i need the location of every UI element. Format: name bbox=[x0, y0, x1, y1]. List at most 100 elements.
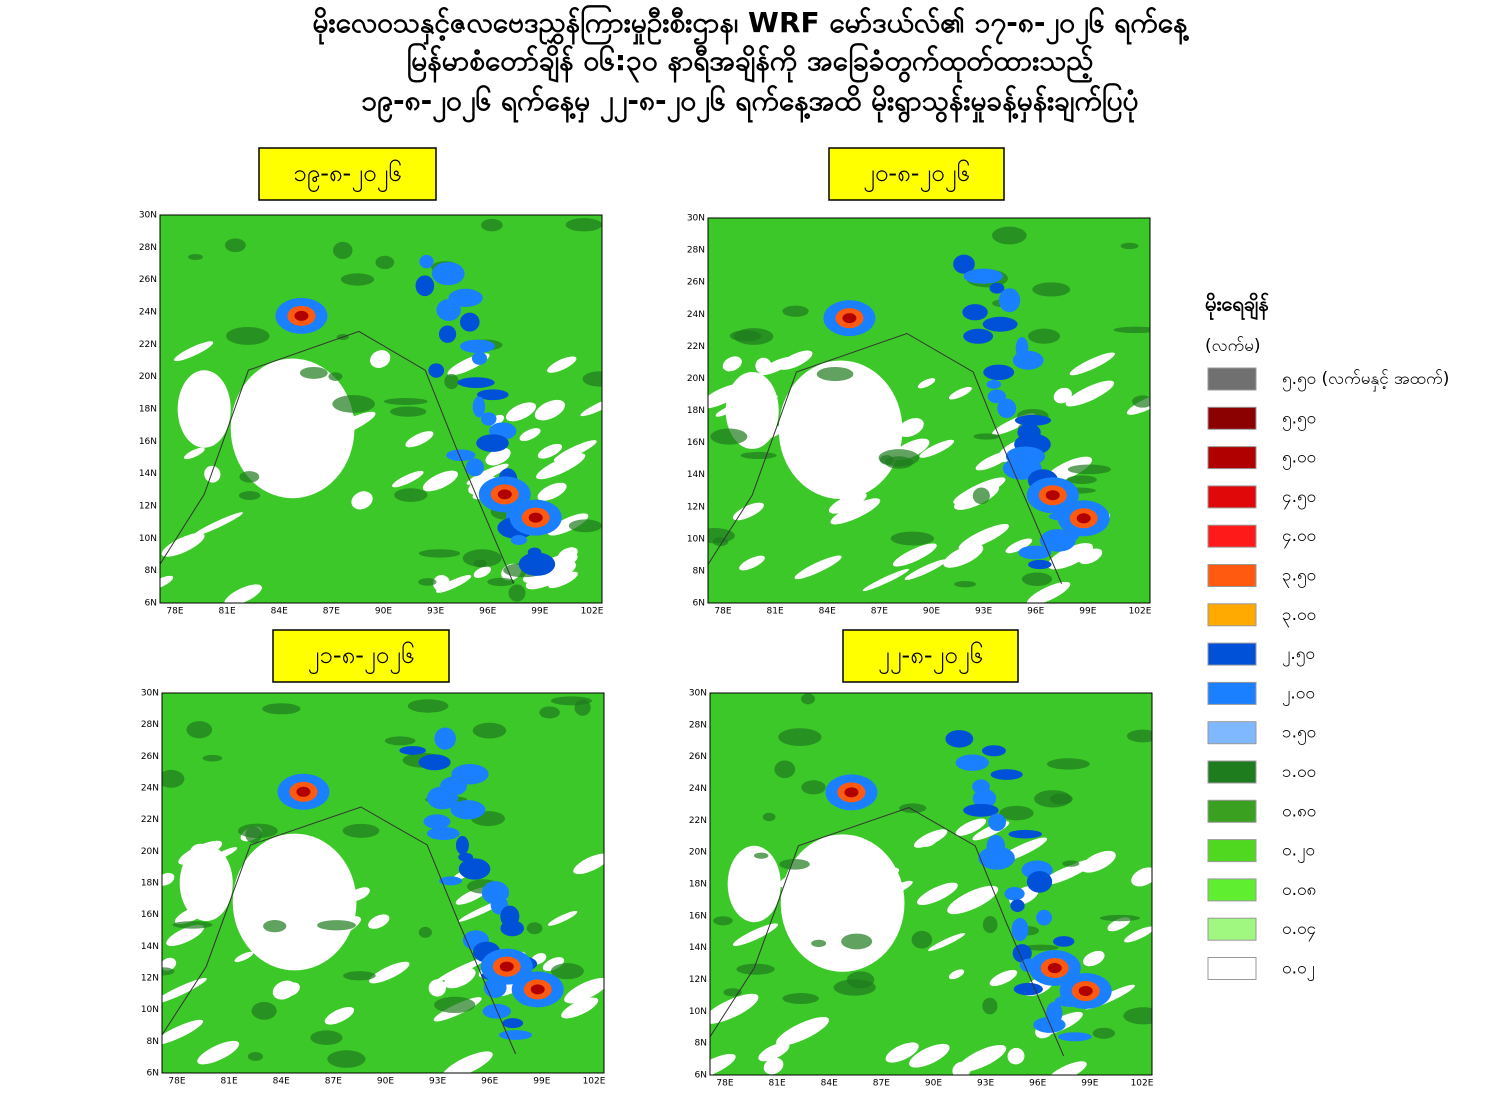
light-rain bbox=[186, 721, 213, 739]
lat-label: 30N bbox=[139, 211, 157, 221]
lon-label: 99E bbox=[1079, 607, 1096, 617]
heavy-rain bbox=[1036, 909, 1053, 926]
coastline bbox=[160, 330, 515, 584]
dry-patch bbox=[957, 1044, 1007, 1072]
lon-label: 81E bbox=[219, 607, 236, 617]
light-rain bbox=[481, 218, 503, 232]
heavy-rain bbox=[997, 398, 1017, 419]
heavy-rain bbox=[982, 316, 1018, 332]
date-box bbox=[842, 629, 1019, 683]
date-box bbox=[828, 147, 1005, 201]
light-rain bbox=[333, 241, 353, 259]
light-rain bbox=[1021, 572, 1053, 586]
core-red bbox=[1045, 490, 1060, 501]
dry-patch bbox=[710, 993, 759, 1024]
legend-label: ၀.၀၂ bbox=[1282, 959, 1315, 982]
legend-swatch bbox=[1207, 721, 1257, 745]
coastline bbox=[708, 332, 1063, 584]
light-rain bbox=[982, 997, 998, 1015]
light-rain bbox=[310, 1030, 343, 1045]
dry-patch bbox=[1080, 850, 1116, 873]
heavy-rain bbox=[1039, 529, 1076, 552]
light-rain bbox=[225, 238, 246, 253]
light-rain bbox=[801, 780, 826, 795]
lat-label: 14N bbox=[139, 469, 157, 479]
light-rain bbox=[782, 305, 809, 317]
legend-label: ၅.၅၀ (လက်မနှင့် အထက်) bbox=[1282, 369, 1449, 392]
legend-label: ၅.၅၀ bbox=[1282, 408, 1316, 431]
light-rain bbox=[753, 852, 769, 859]
lon-label: 99E bbox=[531, 607, 548, 617]
heavy-rain bbox=[1057, 1032, 1092, 1042]
lat-label: 20N bbox=[687, 374, 705, 384]
light-rain bbox=[237, 823, 278, 839]
light-rain bbox=[239, 471, 260, 483]
dry-patch bbox=[553, 440, 597, 462]
lat-label: 14N bbox=[687, 470, 705, 480]
lon-label: 84E bbox=[819, 607, 836, 617]
map-area bbox=[162, 693, 604, 1073]
dry-patch bbox=[348, 887, 370, 901]
heavy-rain bbox=[1033, 1016, 1066, 1033]
lat-label: 24N bbox=[687, 310, 705, 320]
dry-patch bbox=[580, 396, 602, 417]
light-rain bbox=[1023, 944, 1059, 951]
dry-patch bbox=[989, 969, 1018, 987]
lat-label: 30N bbox=[687, 214, 705, 224]
map-area bbox=[710, 693, 1152, 1075]
dry-patch bbox=[324, 413, 354, 431]
heavy-rain bbox=[945, 730, 974, 748]
light-rain bbox=[340, 273, 375, 286]
light-rain bbox=[327, 1050, 366, 1068]
map-frame bbox=[707, 217, 1151, 604]
lon-label: 87E bbox=[325, 1077, 342, 1087]
heavy-rain bbox=[1011, 917, 1029, 942]
heavy-rain bbox=[439, 876, 463, 886]
light-rain bbox=[565, 218, 602, 232]
dry-patch bbox=[537, 482, 567, 501]
light-rain bbox=[444, 373, 459, 390]
heavy-rain bbox=[450, 800, 486, 820]
light-rain bbox=[238, 491, 261, 500]
heavy-rain bbox=[963, 268, 1004, 284]
light-rain bbox=[162, 967, 175, 976]
light-rain bbox=[778, 728, 822, 746]
lon-label: 81E bbox=[769, 1079, 786, 1089]
heavy-rain bbox=[436, 299, 461, 321]
lat-label: 16N bbox=[141, 910, 159, 920]
heavy-rain bbox=[1026, 871, 1053, 893]
heavy-rain bbox=[963, 803, 999, 817]
dry-patch bbox=[958, 523, 1009, 551]
dry-patch bbox=[917, 378, 936, 389]
dry-patch bbox=[292, 867, 333, 887]
light-rain bbox=[328, 372, 343, 381]
light-rain bbox=[708, 528, 735, 544]
lon-label: 87E bbox=[873, 1079, 890, 1089]
heavy-rain bbox=[423, 814, 451, 829]
dry-patch bbox=[861, 867, 900, 889]
light-rain bbox=[188, 253, 203, 261]
dry-patch bbox=[173, 341, 214, 362]
lat-label: 28N bbox=[141, 720, 159, 730]
light-rain bbox=[911, 930, 933, 949]
light-rain bbox=[1046, 758, 1090, 770]
dry-patch bbox=[745, 395, 778, 412]
heavy-rain bbox=[990, 769, 1023, 780]
lat-label: 30N bbox=[689, 689, 707, 699]
dry-patch bbox=[909, 1043, 950, 1068]
heavy-rain bbox=[981, 745, 1006, 757]
light-rain bbox=[774, 760, 796, 779]
light-rain bbox=[487, 577, 515, 587]
date-label: ၂၂-၈-၂၀၂၆ bbox=[878, 640, 983, 674]
light-rain bbox=[162, 769, 185, 788]
light-rain bbox=[740, 451, 777, 459]
light-rain bbox=[418, 926, 432, 938]
heavy-rain bbox=[459, 339, 495, 354]
coastline bbox=[162, 806, 517, 1055]
legend-label: ၁.၀၀ bbox=[1282, 762, 1316, 782]
light-rain bbox=[375, 255, 395, 270]
core-red bbox=[530, 984, 545, 995]
lon-label: 96E bbox=[479, 607, 496, 617]
dry-patch bbox=[326, 869, 343, 880]
lon-label: 102E bbox=[1129, 607, 1152, 617]
